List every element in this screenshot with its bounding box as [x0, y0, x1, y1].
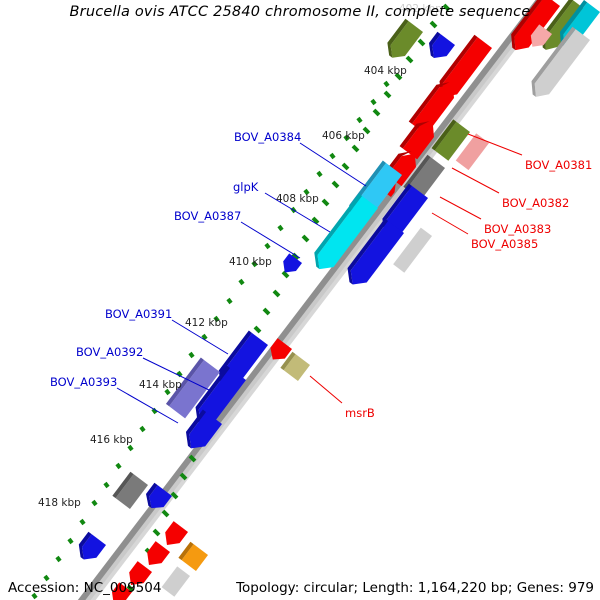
ruler-tick-label: 416 kbp	[90, 434, 133, 446]
gene-feature[interactable]	[455, 133, 489, 171]
ruler-tick-label: 408 kbp	[276, 193, 319, 205]
leader-line	[299, 142, 367, 187]
gene-feature[interactable]	[525, 26, 590, 103]
gene-feature[interactable]	[399, 116, 440, 160]
gene-label-bov_a0387[interactable]: BOV_A0387	[174, 209, 242, 223]
ruler-tick-label: 402 kbp	[399, 3, 442, 15]
gene-label-bov_a0382[interactable]: BOV_A0382	[502, 196, 570, 210]
gene-feature[interactable]	[526, 24, 552, 51]
ruler-tick-label: 414 kbp	[139, 379, 182, 391]
gene-feature[interactable]	[73, 531, 106, 565]
scale-tick-marks	[126, 3, 451, 593]
gene-feature[interactable]	[124, 561, 152, 590]
ruler-tick-label: 410 kbp	[229, 256, 272, 268]
leader-line	[264, 192, 331, 233]
leader-line	[116, 387, 179, 424]
ruler-tick-label: 418 kbp	[38, 497, 81, 509]
gene-feature[interactable]	[142, 541, 170, 570]
gene-feature[interactable]	[266, 338, 292, 365]
gene-label-bov_a0391[interactable]: BOV_A0391	[105, 307, 173, 321]
gene-label-bov_a0385[interactable]: BOV_A0385	[471, 237, 539, 251]
gene-feature[interactable]	[408, 77, 460, 135]
gene-label-glpk[interactable]: glpK	[233, 180, 259, 194]
gene-feature[interactable]	[382, 18, 423, 63]
scale-tick-marks-inner	[31, 80, 390, 600]
leader-line	[431, 212, 469, 235]
label-leader-lines	[116, 133, 523, 424]
leader-line	[467, 133, 523, 156]
gene-label-bov_a0384[interactable]: BOV_A0384	[234, 130, 302, 144]
gene-feature[interactable]	[505, 0, 560, 56]
gene-label-bov_a0381[interactable]: BOV_A0381	[525, 158, 593, 172]
gene-feature[interactable]	[278, 253, 302, 277]
leader-line	[451, 167, 500, 194]
leader-line	[171, 319, 229, 355]
ruler-tick-label: 412 kbp	[185, 317, 228, 329]
gene-feature[interactable]	[393, 227, 432, 273]
sequence-summary-text: Topology: circular; Length: 1,164,220 bp…	[236, 580, 594, 596]
gene-feature[interactable]	[180, 409, 222, 455]
gene-feature[interactable]	[112, 471, 148, 509]
gene-label-msrb[interactable]: msrB	[345, 406, 375, 420]
gene-feature[interactable]	[165, 357, 220, 419]
gene-feature[interactable]	[342, 218, 404, 291]
gene-feature[interactable]	[431, 119, 470, 161]
ruler-tick-label: 406 kbp	[322, 130, 365, 142]
gene-feature[interactable]	[424, 31, 455, 64]
gene-feature[interactable]	[280, 351, 310, 381]
gene-label-bov_a0383[interactable]: BOV_A0383	[484, 222, 552, 236]
ruler-tick-label: 404 kbp	[364, 65, 407, 77]
gene-feature[interactable]	[161, 566, 190, 597]
gene-feature[interactable]	[141, 482, 172, 514]
leader-line	[439, 196, 482, 220]
leader-line	[309, 375, 343, 404]
leader-line	[142, 357, 210, 391]
gene-feature[interactable]	[308, 193, 378, 276]
gene-label-bov_a0392[interactable]: BOV_A0392	[76, 345, 144, 359]
gene-feature[interactable]	[178, 541, 208, 571]
gene-label-bov_a0393[interactable]: BOV_A0393	[50, 375, 118, 389]
accession-text: Accession: NC_009504	[8, 580, 162, 596]
backbone-axis	[77, 0, 554, 600]
gene-feature[interactable]	[107, 582, 132, 600]
gene-feature[interactable]	[160, 521, 188, 550]
leader-line	[240, 221, 301, 259]
